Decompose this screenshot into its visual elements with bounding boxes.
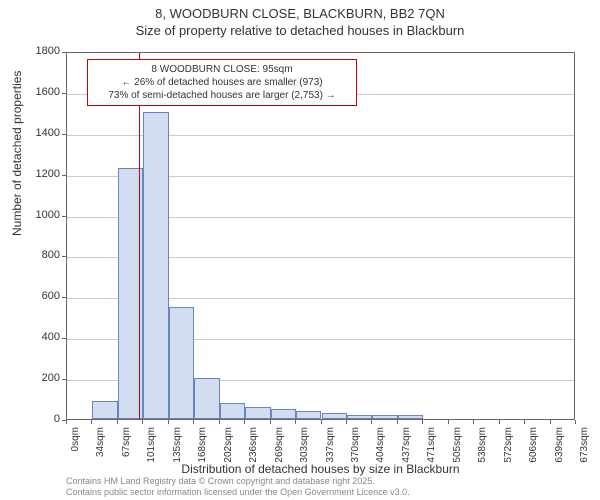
- x-tick-label: 471sqm: [426, 427, 437, 471]
- plot-area: 8 WOODBURN CLOSE: 95sqm← 26% of detached…: [66, 52, 575, 420]
- y-tick-mark: [62, 216, 66, 217]
- y-tick-mark: [62, 297, 66, 298]
- x-tick-label: 437sqm: [401, 427, 412, 471]
- x-tick-mark: [219, 420, 220, 424]
- x-tick-label: 639sqm: [554, 427, 565, 471]
- histogram-bar: [194, 378, 219, 419]
- x-tick-label: 572sqm: [503, 427, 514, 471]
- y-tick-label: 200: [20, 372, 60, 384]
- y-tick-label: 1800: [20, 45, 60, 57]
- histogram-bar: [296, 411, 321, 419]
- x-tick-label: 404sqm: [375, 427, 386, 471]
- annotation-line-2: ← 26% of detached houses are smaller (97…: [94, 76, 350, 89]
- chart-container: 8, WOODBURN CLOSE, BLACKBURN, BB2 7QN Si…: [0, 0, 600, 500]
- x-tick-mark: [321, 420, 322, 424]
- footer-line-2: Contains public sector information licen…: [66, 487, 410, 498]
- histogram-bar: [347, 415, 372, 419]
- x-tick-label: 269sqm: [274, 427, 285, 471]
- y-tick-label: 400: [20, 331, 60, 343]
- x-tick-label: 168sqm: [197, 427, 208, 471]
- y-tick-label: 600: [20, 290, 60, 302]
- y-tick-label: 1600: [20, 86, 60, 98]
- marker-line: [139, 53, 140, 419]
- histogram-bar: [271, 409, 296, 419]
- y-tick-label: 0: [20, 413, 60, 425]
- x-tick-label: 606sqm: [528, 427, 539, 471]
- x-tick-mark: [448, 420, 449, 424]
- y-tick-label: 1400: [20, 127, 60, 139]
- y-tick-label: 1000: [20, 209, 60, 221]
- histogram-bar: [169, 307, 194, 419]
- x-tick-mark: [499, 420, 500, 424]
- footer-line-1: Contains HM Land Registry data © Crown c…: [66, 476, 410, 487]
- x-tick-mark: [193, 420, 194, 424]
- histogram-bar: [322, 413, 347, 419]
- x-tick-label: 202sqm: [223, 427, 234, 471]
- x-tick-mark: [66, 420, 67, 424]
- histogram-bar: [220, 403, 245, 419]
- histogram-bar: [143, 112, 168, 419]
- chart-title-2: Size of property relative to detached ho…: [0, 21, 600, 38]
- x-tick-mark: [550, 420, 551, 424]
- x-tick-mark: [371, 420, 372, 424]
- annotation-line-3: 73% of semi-detached houses are larger (…: [94, 89, 350, 102]
- histogram-bar: [398, 415, 423, 419]
- x-tick-mark: [575, 420, 576, 424]
- footer-attribution: Contains HM Land Registry data © Crown c…: [66, 476, 410, 498]
- y-tick-label: 800: [20, 249, 60, 261]
- x-tick-mark: [244, 420, 245, 424]
- x-tick-label: 135sqm: [172, 427, 183, 471]
- x-tick-mark: [397, 420, 398, 424]
- x-tick-mark: [270, 420, 271, 424]
- x-tick-label: 34sqm: [95, 427, 106, 471]
- x-tick-mark: [91, 420, 92, 424]
- x-tick-label: 538sqm: [477, 427, 488, 471]
- x-tick-mark: [117, 420, 118, 424]
- annotation-line-1: 8 WOODBURN CLOSE: 95sqm: [94, 63, 350, 76]
- x-tick-mark: [142, 420, 143, 424]
- x-tick-mark: [346, 420, 347, 424]
- x-tick-label: 101sqm: [146, 427, 157, 471]
- y-tick-label: 1200: [20, 168, 60, 180]
- x-tick-label: 67sqm: [121, 427, 132, 471]
- x-tick-mark: [524, 420, 525, 424]
- chart-title-1: 8, WOODBURN CLOSE, BLACKBURN, BB2 7QN: [0, 0, 600, 21]
- y-tick-mark: [62, 134, 66, 135]
- y-tick-mark: [62, 338, 66, 339]
- y-tick-mark: [62, 52, 66, 53]
- y-tick-mark: [62, 175, 66, 176]
- histogram-bar: [245, 407, 270, 419]
- x-tick-mark: [422, 420, 423, 424]
- x-tick-label: 337sqm: [325, 427, 336, 471]
- x-tick-mark: [473, 420, 474, 424]
- y-tick-mark: [62, 256, 66, 257]
- x-tick-label: 505sqm: [452, 427, 463, 471]
- x-tick-mark: [295, 420, 296, 424]
- x-tick-label: 303sqm: [299, 427, 310, 471]
- histogram-bar: [372, 415, 397, 419]
- x-tick-label: 236sqm: [248, 427, 259, 471]
- x-axis-label: Distribution of detached houses by size …: [66, 462, 575, 476]
- x-tick-label: 673sqm: [579, 427, 590, 471]
- annotation-box: 8 WOODBURN CLOSE: 95sqm← 26% of detached…: [87, 59, 357, 106]
- y-tick-mark: [62, 379, 66, 380]
- histogram-bar: [92, 401, 117, 419]
- x-tick-mark: [168, 420, 169, 424]
- y-tick-mark: [62, 93, 66, 94]
- x-tick-label: 0sqm: [70, 427, 81, 471]
- x-tick-label: 370sqm: [350, 427, 361, 471]
